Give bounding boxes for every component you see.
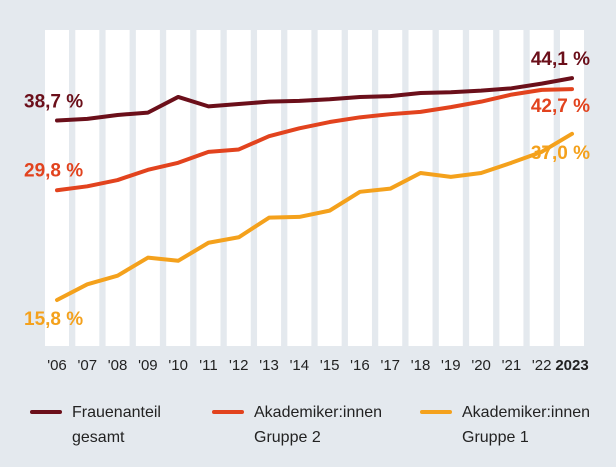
x-tick-label: 2023 [555, 357, 588, 374]
x-tick-label: '12 [229, 357, 249, 374]
column-band [347, 30, 372, 346]
column-band [196, 30, 221, 346]
x-tick-label: '18 [411, 357, 431, 374]
x-tick-label: '22 [532, 357, 552, 374]
x-tick-label: '11 [199, 357, 217, 374]
x-tick-label: '16 [350, 357, 370, 374]
x-tick-label: '20 [471, 357, 491, 374]
value-label: 44,1 % [531, 49, 590, 70]
column-band [317, 30, 342, 346]
column-band [166, 30, 191, 346]
legend-swatch [420, 410, 452, 414]
value-label: 15,8 % [24, 309, 83, 330]
value-label: 37,0 % [531, 143, 590, 164]
x-tick-label: '08 [108, 357, 128, 374]
value-label: 29,8 % [24, 160, 83, 181]
column-band [438, 30, 463, 346]
x-tick-label: '07 [78, 357, 98, 374]
value-label: 38,7 % [24, 91, 83, 112]
series-line [55, 131, 574, 302]
series-line [55, 87, 574, 193]
x-tick-label: '10 [168, 357, 188, 374]
x-tick-label: '19 [441, 357, 461, 374]
legend-swatch [212, 410, 244, 414]
legend-label: Frauenanteil gesamt [72, 404, 161, 446]
column-band [135, 30, 160, 346]
legend-label: Akademiker:innen Gruppe 1 [462, 404, 591, 446]
column-band [469, 30, 494, 346]
x-tick-label: '09 [138, 357, 158, 374]
series-line [55, 76, 574, 123]
x-tick-label: '17 [380, 357, 400, 374]
column-band [287, 30, 312, 346]
x-tick-label: '06 [47, 357, 67, 374]
column-band [529, 30, 554, 346]
x-tick-label: '13 [259, 357, 279, 374]
x-tick-label: '14 [290, 357, 310, 374]
value-label: 42,7 % [531, 96, 590, 117]
legend-swatch [30, 410, 62, 414]
column-band [257, 30, 282, 346]
column-band [560, 30, 584, 346]
column-band [226, 30, 251, 346]
column-band [499, 30, 524, 346]
legend-label: Akademiker:innen Gruppe 2 [254, 404, 383, 446]
column-band [408, 30, 433, 346]
x-tick-label: '21 [502, 357, 522, 374]
column-band [105, 30, 130, 346]
x-tick-label: '15 [320, 357, 340, 374]
